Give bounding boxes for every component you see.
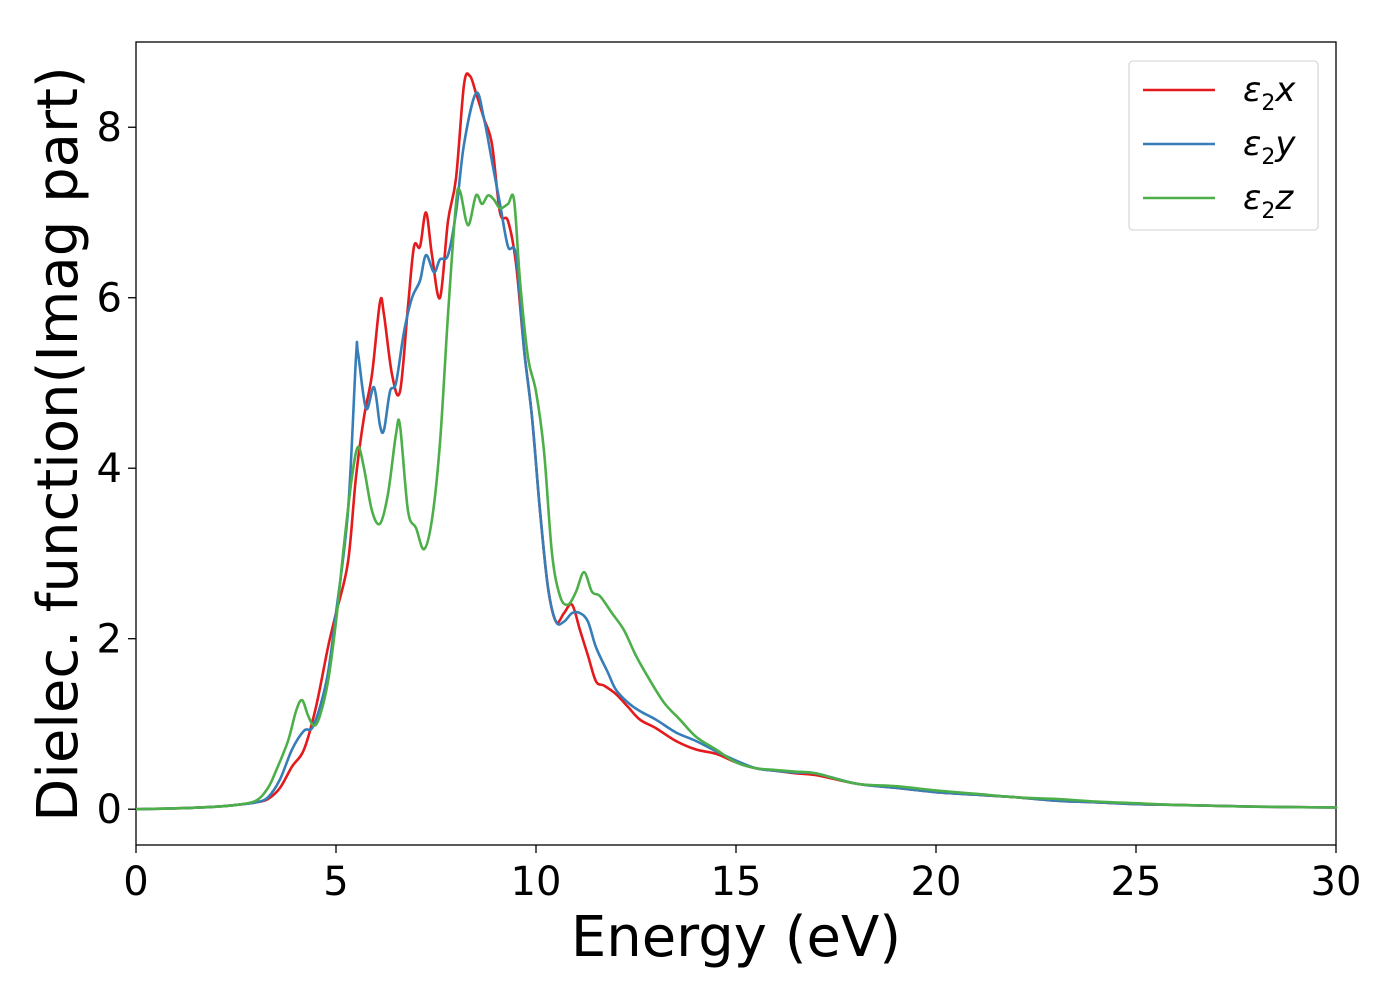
legend-symbol: ε [1243,124,1261,164]
y-tick-label: 6 [97,276,122,322]
legend-subscript: 2 [1261,91,1275,116]
x-tick-label: 0 [123,859,148,905]
legend-axis: x [1274,70,1296,110]
legend-label-x: ε2x [1243,70,1296,116]
legend-label-z: ε2z [1243,178,1294,224]
x-axis-label: Energy (eV) [571,905,901,970]
y-axis-label: Dielec. function(Imag part) [26,66,91,822]
series-line-z [134,186,1338,811]
x-tick-label: 30 [1311,859,1362,905]
x-tick-label: 5 [323,859,348,905]
legend-axis: z [1274,178,1294,218]
legend-label-y: ε2y [1243,124,1296,170]
series-line-x [134,72,1338,811]
x-tick-label: 20 [911,859,962,905]
y-tick-label: 0 [97,787,122,833]
legend-box [1128,60,1319,231]
legend-symbol: ε [1243,178,1261,218]
legend-subscript: 2 [1261,199,1275,224]
y-axis-ticks: 0 2 4 6 8 [97,105,136,833]
series-layer [134,72,1338,811]
x-tick-label: 10 [511,859,562,905]
legend-axis: y [1274,124,1296,164]
legend-subscript: 2 [1261,145,1275,170]
x-axis-ticks: 0 5 10 15 20 25 30 [123,845,1361,905]
y-tick-label: 8 [97,105,122,151]
x-tick-label: 15 [711,859,762,905]
legend-symbol: ε [1243,70,1261,110]
y-tick-label: 2 [97,617,122,663]
x-tick-label: 25 [1111,859,1162,905]
y-tick-label: 4 [97,446,122,492]
